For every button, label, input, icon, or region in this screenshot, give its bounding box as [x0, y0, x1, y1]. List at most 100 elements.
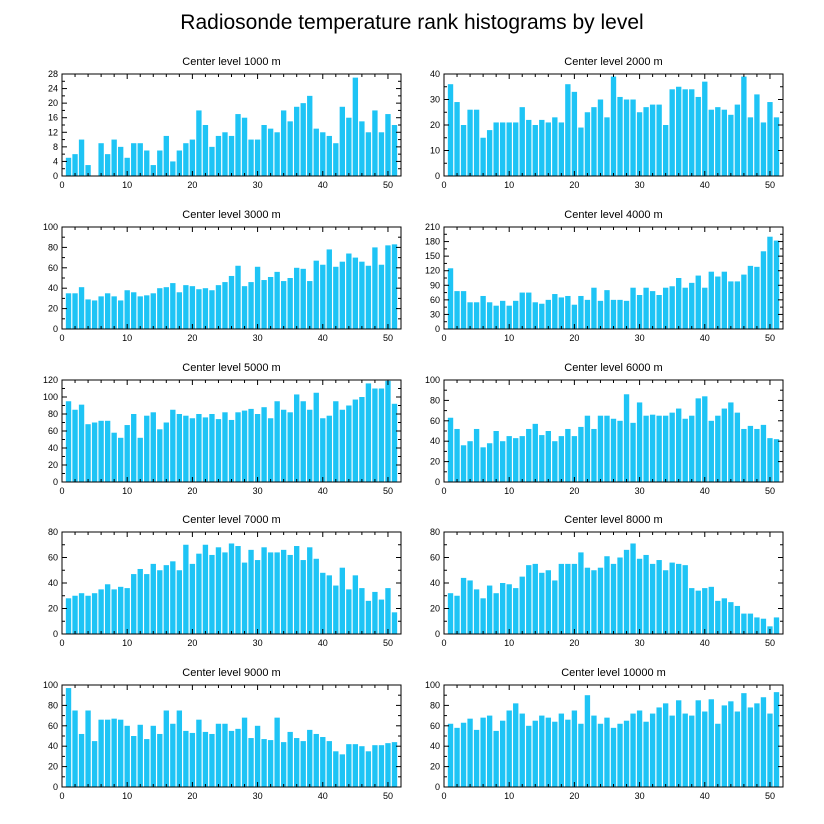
histogram-bar: [202, 544, 209, 634]
histogram-bar: [610, 76, 617, 176]
histogram-bar: [91, 593, 98, 634]
y-tick-label: 0: [435, 782, 440, 792]
y-tick-label: 80: [48, 242, 58, 252]
histogram-bar: [124, 588, 130, 634]
histogram-bar: [189, 732, 196, 787]
histogram-bar: [617, 96, 623, 176]
histogram-bar: [254, 560, 261, 634]
x-tick-label: 40: [700, 180, 710, 190]
y-tick-label: 40: [48, 283, 58, 293]
histogram-bar: [519, 576, 525, 635]
y-tick-label: 20: [430, 457, 440, 467]
histogram-bar: [137, 568, 143, 634]
histogram-bar: [104, 719, 111, 787]
panel-title: Center level 6000 m: [564, 362, 662, 374]
y-tick-label: 0: [53, 477, 58, 487]
y-tick-label: 0: [53, 171, 58, 181]
histogram-bar: [552, 580, 558, 634]
histogram-bar: [72, 710, 78, 787]
panel-title: Center level 4000 m: [564, 209, 662, 221]
histogram-bar: [333, 143, 339, 176]
y-tick-label: 60: [430, 553, 440, 563]
histogram-bar: [326, 135, 332, 176]
histogram-bar: [261, 125, 267, 176]
histogram-bar: [656, 560, 662, 634]
histogram-bar: [280, 742, 287, 787]
histogram-bar: [552, 117, 558, 176]
histogram-bar: [708, 271, 714, 329]
histogram-bar: [189, 563, 196, 635]
histogram-bar: [124, 725, 130, 787]
histogram-bar: [307, 729, 313, 787]
histogram-bar: [104, 154, 111, 176]
histogram-bar: [571, 91, 578, 176]
y-tick-label: 40: [430, 578, 440, 588]
x-tick-label: 10: [504, 180, 514, 190]
histogram-bar: [565, 563, 571, 635]
x-tick-label: 20: [187, 333, 197, 343]
histogram-bar: [702, 711, 708, 787]
x-tick-label: 40: [700, 791, 710, 801]
histogram-bar: [365, 751, 372, 787]
histogram-bar: [721, 408, 727, 482]
x-tick-label: 40: [700, 486, 710, 496]
histogram-bar: [447, 417, 454, 482]
panel-title: Center level 2000 m: [564, 56, 662, 68]
histogram-bar: [467, 718, 473, 787]
x-tick-label: 30: [635, 180, 645, 190]
histogram-bar: [294, 106, 300, 176]
y-tick-label: 20: [430, 604, 440, 614]
histogram-bar: [378, 745, 385, 787]
histogram-bar: [708, 420, 714, 482]
histogram-bar: [241, 117, 248, 176]
histogram-bar: [715, 276, 721, 329]
histogram-bar: [734, 104, 741, 176]
histogram-bar: [656, 707, 662, 787]
histogram-bar: [728, 402, 734, 482]
y-tick-label: 0: [53, 324, 58, 334]
y-tick-label: 10: [430, 146, 440, 156]
histogram-bar: [454, 428, 460, 482]
histogram-bar: [689, 282, 695, 329]
histogram-bar: [604, 415, 610, 482]
histogram-bar: [669, 715, 675, 787]
histogram-bar: [333, 751, 339, 787]
histogram-bar: [584, 299, 591, 329]
x-tick-label: 30: [635, 791, 645, 801]
histogram-bar: [604, 717, 610, 787]
histogram-bar: [131, 292, 137, 329]
x-tick-label: 30: [253, 638, 263, 648]
histogram-panel: Center level 5000 m 0 20 40 60 80 100 120 0 10 20 3…: [43, 362, 402, 496]
x-tick-label: 20: [187, 486, 197, 496]
histogram-bar: [189, 139, 196, 176]
histogram-bar: [91, 741, 98, 787]
histogram-bar: [333, 401, 339, 482]
histogram-bar: [558, 713, 565, 787]
histogram-bar: [72, 154, 78, 176]
histogram-bar: [467, 580, 473, 634]
y-tick-label: 80: [48, 409, 58, 419]
y-tick-label: 100: [43, 392, 58, 402]
histogram-bar: [131, 736, 137, 787]
histogram-bar: [715, 415, 721, 482]
histogram-bar: [734, 412, 741, 482]
histogram-bar: [196, 110, 202, 176]
histogram-bar: [294, 394, 300, 482]
histogram-bar: [222, 132, 228, 176]
histogram-bar: [215, 285, 222, 329]
histogram-bar: [137, 143, 143, 176]
histogram-bar: [532, 423, 538, 482]
histogram-bar: [176, 292, 183, 329]
histogram-bar: [215, 723, 222, 787]
histogram-bar: [695, 590, 701, 634]
histogram-bar: [189, 286, 196, 329]
histogram-bar: [98, 420, 104, 482]
histogram-bar: [617, 557, 623, 634]
histogram-bar: [591, 715, 597, 787]
x-tick-label: 0: [441, 791, 446, 801]
histogram-bar: [313, 733, 319, 787]
x-tick-label: 20: [569, 180, 579, 190]
y-tick-label: 100: [425, 680, 440, 690]
histogram-bar: [532, 563, 538, 635]
histogram-bar: [715, 107, 721, 176]
